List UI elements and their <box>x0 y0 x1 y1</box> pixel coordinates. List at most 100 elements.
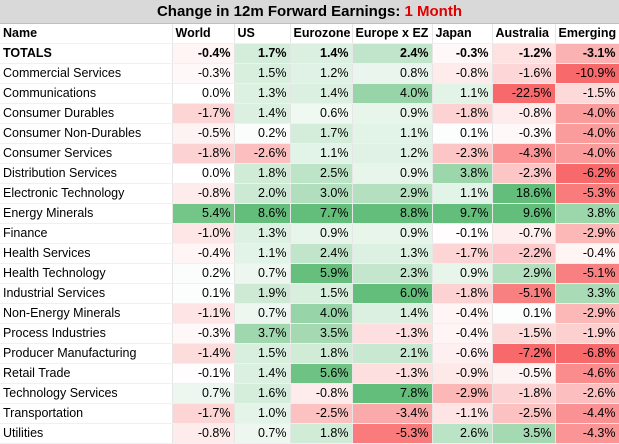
value-cell: 0.0% <box>172 83 235 104</box>
value-cell: -2.9% <box>555 223 619 244</box>
column-header: Name <box>0 24 173 44</box>
value-cell: -0.5% <box>172 123 235 144</box>
value-cell: -0.4% <box>432 303 493 324</box>
value-cell: -0.8% <box>492 103 556 124</box>
value-cell: -5.1% <box>492 283 556 304</box>
value-cell: -4.3% <box>555 423 619 444</box>
value-cell: -1.9% <box>555 323 619 344</box>
row-name: Consumer Durables <box>0 103 173 124</box>
value-cell: -2.6% <box>555 383 619 404</box>
value-cell: 1.8% <box>234 163 291 184</box>
value-cell: -2.5% <box>492 403 556 424</box>
table-row: Consumer Non-Durables -0.5% 0.2% 1.7% 1.1% 0.… <box>0 123 619 144</box>
table-row: Technology Services 0.7% 1.6% -0.8% 7.8% -2.9… <box>0 383 619 404</box>
value-cell: 1.4% <box>234 103 291 124</box>
value-cell: -0.8% <box>290 383 353 404</box>
value-cell: 0.9% <box>290 223 353 244</box>
value-cell: 5.4% <box>172 203 235 224</box>
value-cell: 1.2% <box>290 63 353 84</box>
row-name: Producer Manufacturing <box>0 343 173 364</box>
value-cell: 1.3% <box>352 243 433 264</box>
value-cell: 0.6% <box>290 103 353 124</box>
value-cell: -1.5% <box>555 83 619 104</box>
value-cell: -0.3% <box>432 43 493 64</box>
value-cell: 2.9% <box>492 263 556 284</box>
value-cell: -1.0% <box>172 223 235 244</box>
row-name: TOTALS <box>0 43 173 64</box>
value-cell: 1.4% <box>234 363 291 384</box>
value-cell: 4.0% <box>352 83 433 104</box>
value-cell: 0.9% <box>432 263 493 284</box>
table-row: Commercial Services -0.3% 1.5% 1.2% 0.8% -0.8… <box>0 63 619 84</box>
row-name: Electronic Technology <box>0 183 173 204</box>
value-cell: 1.1% <box>352 123 433 144</box>
value-cell: -2.9% <box>555 303 619 324</box>
table-row: Electronic Technology -0.8% 2.0% 3.0% 2.9% 1.… <box>0 183 619 204</box>
value-cell: 1.8% <box>290 343 353 364</box>
value-cell: -1.3% <box>352 323 433 344</box>
value-cell: 1.0% <box>234 403 291 424</box>
value-cell: 0.7% <box>234 423 291 444</box>
value-cell: -0.6% <box>432 343 493 364</box>
value-cell: 0.2% <box>234 123 291 144</box>
value-cell: 0.9% <box>352 103 433 124</box>
value-cell: -1.8% <box>432 103 493 124</box>
row-name: Consumer Services <box>0 143 173 164</box>
value-cell: -0.3% <box>172 63 235 84</box>
row-name: Finance <box>0 223 173 244</box>
value-cell: -0.4% <box>432 323 493 344</box>
row-name: Technology Services <box>0 383 173 404</box>
value-cell: -7.2% <box>492 343 556 364</box>
value-cell: -1.8% <box>432 283 493 304</box>
value-cell: -5.1% <box>555 263 619 284</box>
row-name: Transportation <box>0 403 173 424</box>
row-name: Health Services <box>0 243 173 264</box>
value-cell: 0.7% <box>172 383 235 404</box>
value-cell: -0.8% <box>172 183 235 204</box>
value-cell: 2.5% <box>290 163 353 184</box>
value-cell: -0.5% <box>492 363 556 384</box>
row-name: Retail Trade <box>0 363 173 384</box>
value-cell: 0.0% <box>172 163 235 184</box>
value-cell: 1.5% <box>234 63 291 84</box>
value-cell: 1.8% <box>290 423 353 444</box>
value-cell: 0.7% <box>234 303 291 324</box>
value-cell: 3.8% <box>432 163 493 184</box>
value-cell: 1.5% <box>234 343 291 364</box>
value-cell: -0.1% <box>432 223 493 244</box>
value-cell: -10.9% <box>555 63 619 84</box>
value-cell: -1.1% <box>432 403 493 424</box>
value-cell: 5.6% <box>290 363 353 384</box>
value-cell: 8.8% <box>352 203 433 224</box>
value-cell: 3.5% <box>290 323 353 344</box>
value-cell: -3.4% <box>352 403 433 424</box>
value-cell: 1.2% <box>352 143 433 164</box>
value-cell: 1.4% <box>290 83 353 104</box>
value-cell: -1.4% <box>172 343 235 364</box>
value-cell: 6.0% <box>352 283 433 304</box>
table-row: Process Industries -0.3% 3.7% 3.5% -1.3% -0.4… <box>0 323 619 344</box>
table-row: Utilities -0.8% 0.7% 1.8% -5.3% 2.6% 3.5% -4.3% <box>0 423 619 444</box>
value-cell: -22.5% <box>492 83 556 104</box>
row-name: Energy Minerals <box>0 203 173 224</box>
value-cell: -1.1% <box>172 303 235 324</box>
table-row: Energy Minerals 5.4% 8.6% 7.7% 8.8% 9.7% 9.6% 3… <box>0 203 619 224</box>
column-header: Japan <box>432 24 493 44</box>
earnings-table: Name World US Eurozone Europe x EZ Japan Austr… <box>0 24 619 444</box>
table-row: Consumer Durables -1.7% 1.4% 0.6% 0.9% -1.8% -… <box>0 103 619 124</box>
value-cell: -3.1% <box>555 43 619 64</box>
value-cell: 0.9% <box>352 163 433 184</box>
value-cell: 4.0% <box>290 303 353 324</box>
header-row: Name World US Eurozone Europe x EZ Japan Austr… <box>0 24 619 44</box>
value-cell: -2.2% <box>492 243 556 264</box>
value-cell: 3.5% <box>492 423 556 444</box>
table-row: Health Services -0.4% 1.1% 2.4% 1.3% -1.7% -2.… <box>0 243 619 264</box>
table-body: TOTALS -0.4% 1.7% 1.4% 2.4% -0.3% -1.2% -3.1% Co… <box>0 43 619 444</box>
value-cell: 9.7% <box>432 203 493 224</box>
value-cell: 1.1% <box>432 83 493 104</box>
value-cell: 1.7% <box>234 43 291 64</box>
value-cell: 1.3% <box>234 83 291 104</box>
value-cell: 1.6% <box>234 383 291 404</box>
value-cell: 7.7% <box>290 203 353 224</box>
table-row: Distribution Services 0.0% 1.8% 2.5% 0.9% 3.8… <box>0 163 619 184</box>
